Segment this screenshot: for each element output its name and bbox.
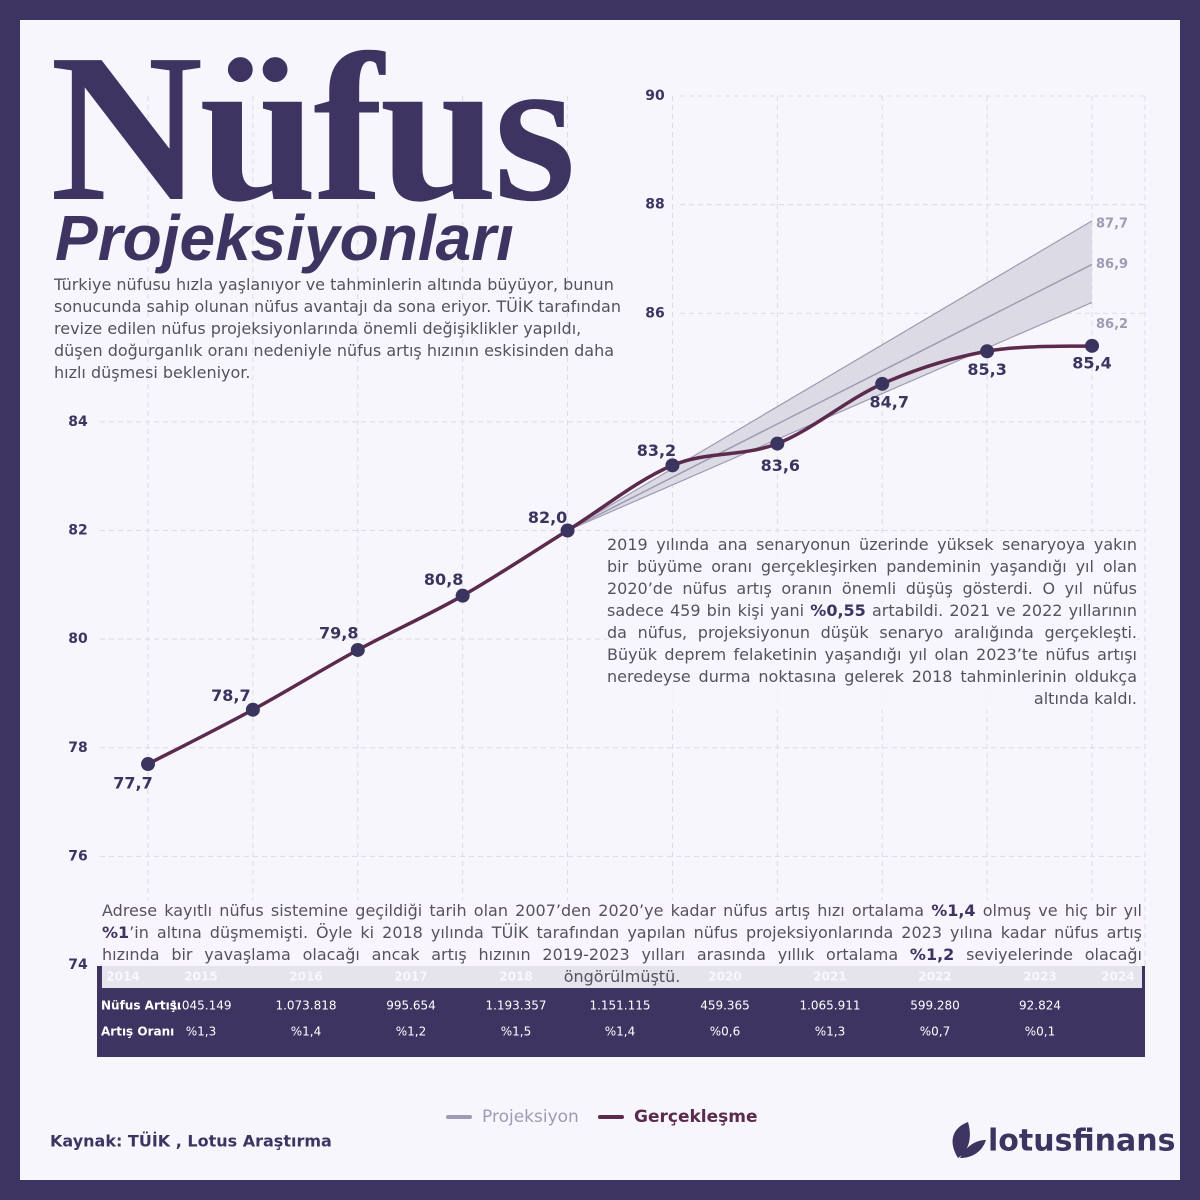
legend-label: Projeksiyon — [482, 1107, 579, 1127]
note-bottom: Adrese kayıtlı nüfus sistemine geçildiği… — [102, 900, 1142, 988]
y-tick-label: 82 — [68, 523, 87, 539]
data-label: 79,8 — [319, 623, 358, 642]
table-cell: 599.280 — [910, 999, 960, 1013]
data-point — [350, 642, 365, 657]
legend: Projeksiyon Gerçekleşme — [446, 1107, 758, 1127]
actual-line — [146, 344, 1094, 766]
intro-text: Türkiye nüfusu hızla yaşlanıyor ve tahmi… — [54, 275, 621, 382]
highlight: %1 — [102, 923, 130, 942]
y-tick-label: 76 — [68, 848, 87, 864]
y-tick-label: 88 — [645, 197, 664, 213]
title: Nüfus — [50, 10, 576, 245]
data-label: 83,2 — [637, 441, 676, 460]
y-tick-label: 84 — [68, 414, 88, 430]
table-cell: 1.073.818 — [275, 999, 336, 1013]
logo-leaf — [960, 1140, 986, 1158]
data-label: 83,6 — [761, 456, 800, 475]
table-cell: %1,5 — [501, 1025, 532, 1039]
table-cell: 995.654 — [386, 999, 436, 1013]
data-label: 85,3 — [967, 360, 1006, 379]
plot: 74 76 78 80 82 84 86 88 90 87,7 86,9 86,2 77,7 78,7 79… — [68, 88, 1128, 973]
note-2019: 2019 yılında ana senaryonun üzerinde yük… — [607, 534, 1137, 710]
projection-upper — [567, 220, 1093, 532]
text-run: olmuş ve hiç bir yıl — [975, 901, 1143, 920]
legend-label: Gerçekleşme — [634, 1107, 758, 1127]
data-label: 82,0 — [528, 508, 567, 527]
y-tick-label: 86 — [645, 305, 664, 321]
band-label: 86,2 — [1096, 317, 1128, 332]
data-point — [875, 376, 890, 391]
data-point — [560, 523, 575, 538]
table-cell: 1.151.115 — [589, 999, 650, 1013]
text-run: seviyelerinde olacağı öngörülmüştü. — [563, 945, 1142, 986]
table-cell: 1.065.911 — [799, 999, 860, 1013]
data-point — [455, 588, 470, 603]
text-run: artabildi. 2021 ve 2022 yıllarının da nü… — [607, 601, 1137, 708]
data-label: 77,7 — [113, 774, 152, 793]
table-cell: %1,2 — [396, 1025, 427, 1039]
source: Kaynak: TÜİK , Lotus Araştırma — [50, 1132, 332, 1151]
text-run: ’in altına düşmemişti. Öyle ki 2018 yılı… — [102, 923, 1142, 964]
data-point — [1085, 338, 1099, 353]
y-tick-label: 80 — [68, 631, 88, 647]
data-point — [665, 458, 680, 473]
y-tick-label: 78 — [68, 740, 87, 756]
data-point — [141, 757, 155, 772]
data-label: 84,7 — [869, 392, 908, 411]
data-point — [980, 344, 995, 359]
data-label: 80,8 — [424, 570, 463, 589]
row-label: Nüfus Artışı — [101, 999, 181, 1013]
table-cell: %0,6 — [710, 1025, 741, 1039]
brand-logo: lotusfinans — [952, 1122, 1176, 1159]
logo-leaf — [952, 1122, 970, 1158]
table-cell: %0,1 — [1025, 1025, 1056, 1039]
table-cell: %0,7 — [920, 1025, 951, 1039]
highlight: %0,55 — [810, 601, 866, 620]
brand-name: lotusfinans — [988, 1124, 1176, 1159]
data-point — [770, 436, 785, 451]
data-label: 85,4 — [1072, 353, 1111, 372]
highlight: %1,2 — [909, 945, 955, 964]
y-tick-label: 90 — [645, 88, 665, 104]
subtitle: Projeksiyonları — [55, 202, 514, 274]
text-run: 2019 yılında ana senaryonun üzerinde yük… — [607, 535, 1137, 620]
table-cell: 1.193.357 — [485, 999, 546, 1013]
projection-line — [567, 263, 1093, 532]
y-tick-label: 74 — [68, 957, 88, 973]
data-label: 78,7 — [211, 686, 250, 705]
table-cell: 459.365 — [700, 999, 750, 1013]
table-cell: %1,3 — [815, 1025, 846, 1039]
table-cell: 1.045.149 — [170, 999, 231, 1013]
table-cell: %1,3 — [186, 1025, 217, 1039]
row-label: Artış Oranı — [101, 1025, 174, 1039]
band-label: 87,7 — [1096, 216, 1128, 231]
table-cell: 92.824 — [1019, 999, 1061, 1013]
text-run: Adrese kayıtlı nüfus sistemine geçildiği… — [102, 901, 932, 920]
table-cell: %1,4 — [605, 1025, 636, 1039]
data-point — [245, 702, 260, 717]
highlight: %1,4 — [931, 901, 976, 920]
table-cell: %1,4 — [291, 1025, 322, 1039]
band-label: 86,9 — [1096, 257, 1128, 272]
